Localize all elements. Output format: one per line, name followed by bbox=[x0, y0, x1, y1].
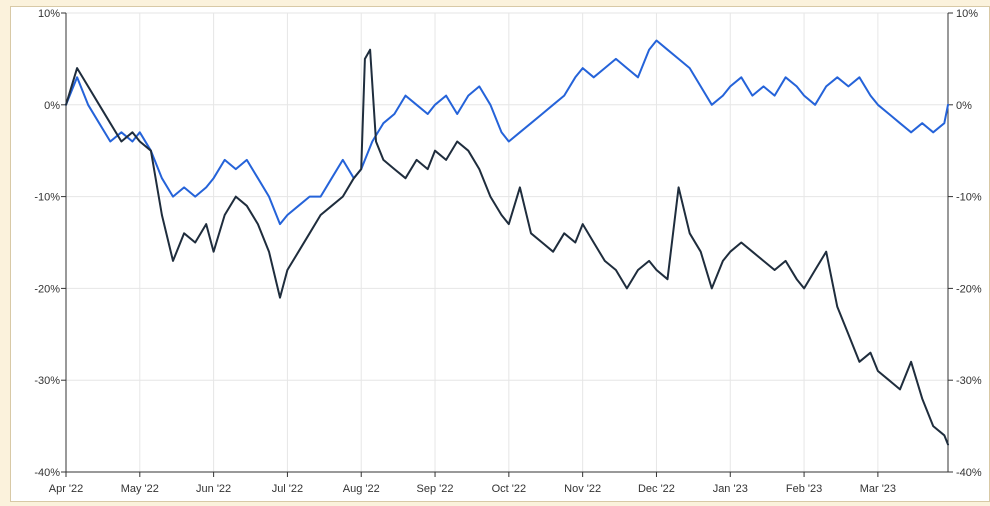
axes bbox=[61, 12, 953, 477]
series-line-1 bbox=[65, 39, 949, 226]
y-tick-label-left: -20% bbox=[34, 283, 60, 295]
y-tick-label-right: -10% bbox=[956, 192, 982, 204]
x-tick-label: Apr '22 bbox=[49, 483, 84, 495]
y-tick-label-right: 0% bbox=[956, 100, 972, 112]
y-tick-label-left: 10% bbox=[38, 8, 60, 20]
y-tick-label-left: -30% bbox=[34, 375, 60, 387]
x-tick-label: Dec '22 bbox=[638, 483, 675, 495]
x-tick-label: Jan '23 bbox=[713, 483, 748, 495]
chart-panel: 10% 10% 0% 0% -10% -10% -20% -20% -30% -30% -40% -4… bbox=[10, 6, 990, 502]
series-lines bbox=[65, 39, 949, 446]
y-tick-label-left: -10% bbox=[34, 192, 60, 204]
y-tick-label-right: 10% bbox=[956, 8, 978, 20]
series-line-2 bbox=[65, 48, 949, 446]
x-tick-label: Sep '22 bbox=[417, 483, 454, 495]
y-tick-label-right: -30% bbox=[956, 375, 982, 387]
y-tick-label-right: -20% bbox=[956, 283, 982, 295]
x-tick-label: Aug '22 bbox=[343, 483, 380, 495]
grid-lines bbox=[65, 12, 948, 473]
x-tick-label: May '22 bbox=[121, 483, 159, 495]
x-tick-label: Oct '22 bbox=[492, 483, 527, 495]
x-tick-label: Jun '22 bbox=[196, 483, 231, 495]
y-tick-label-right: -40% bbox=[956, 467, 982, 479]
x-tick-label: Jul '22 bbox=[272, 483, 303, 495]
y-tick-label-left: 0% bbox=[44, 100, 60, 112]
tick-labels: 10% 10% 0% 0% -10% -10% -20% -20% -30% -30% -40% -4… bbox=[34, 8, 982, 495]
x-tick-label: Nov '22 bbox=[564, 483, 601, 495]
x-tick-label: Feb '23 bbox=[786, 483, 822, 495]
y-tick-label-left: -40% bbox=[34, 467, 60, 479]
x-tick-label: Mar '23 bbox=[860, 483, 896, 495]
line-chart: 10% 10% 0% 0% -10% -10% -20% -20% -30% -30% -40% -4… bbox=[34, 8, 982, 495]
